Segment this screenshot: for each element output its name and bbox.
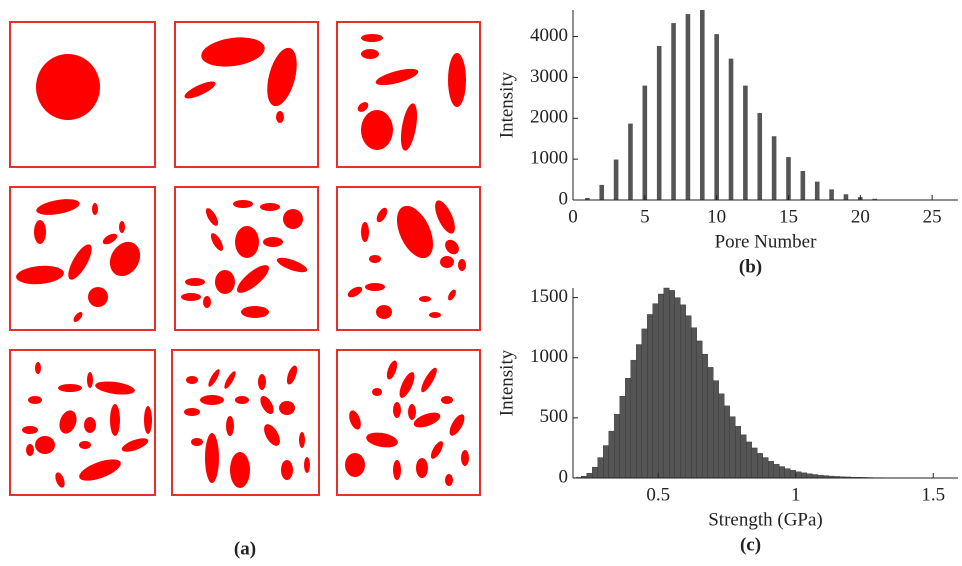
histogram-bar	[608, 430, 615, 479]
histogram-bar	[647, 314, 653, 479]
histogram-bar	[658, 293, 664, 479]
histogram-bar	[784, 468, 791, 479]
histogram-bar	[641, 328, 648, 479]
x-axis-label: Strength (GPa)	[708, 509, 823, 530]
bar	[843, 194, 849, 200]
histogram-bar	[685, 315, 692, 479]
x-tick-label: 15	[779, 206, 798, 227]
histogram-bar	[812, 474, 818, 479]
x-tick-label: 1	[791, 484, 801, 505]
bar	[642, 85, 648, 200]
histogram-bar	[702, 353, 708, 479]
pore-panel	[9, 186, 156, 331]
y-tick-label: 0	[559, 466, 569, 487]
y-axis-label: Intensity	[496, 71, 517, 138]
bar	[628, 123, 633, 200]
histogram-bar	[795, 471, 802, 479]
pore-panel	[336, 186, 481, 331]
pore-images	[9, 21, 481, 496]
histogram-bar	[806, 473, 813, 479]
y-tick-label: 2000	[530, 107, 568, 128]
y-tick-label: 1000	[530, 346, 568, 367]
panel-caption: (a)	[234, 538, 256, 559]
bar	[771, 136, 777, 200]
histogram-bar	[625, 377, 631, 479]
histogram-bar	[773, 463, 780, 479]
y-axis-label: Intensity	[496, 349, 517, 416]
pore-panel	[9, 349, 156, 496]
histogram-bar	[691, 327, 697, 479]
x-tick-label: 20	[851, 206, 870, 227]
bar	[800, 170, 806, 200]
histogram-bar	[735, 426, 741, 479]
bar	[613, 159, 619, 200]
histogram-bar	[713, 380, 719, 479]
histogram-bar	[586, 472, 593, 479]
histogram-bar	[680, 304, 686, 479]
histogram-bar	[751, 447, 758, 479]
bar	[757, 112, 763, 200]
histogram-bar	[779, 466, 785, 479]
histogram-bar	[614, 414, 620, 479]
histogram-bar	[707, 367, 714, 479]
y-tick-label: 4000	[530, 25, 568, 46]
chart-caption: (b)	[739, 256, 762, 277]
pore-panel	[9, 21, 156, 168]
bar	[599, 184, 605, 200]
bar	[872, 198, 877, 200]
histogram-bar	[674, 297, 681, 479]
y-tick-label: 0	[559, 188, 569, 209]
pore-panel	[336, 21, 481, 168]
histogram-bar	[790, 470, 796, 479]
bar	[728, 58, 734, 200]
bar	[829, 189, 834, 200]
histogram-bar	[740, 434, 747, 479]
y-tick-label: 500	[540, 406, 569, 427]
bar	[714, 34, 719, 200]
chart-caption: (c)	[740, 534, 761, 555]
x-tick-label: 0.5	[646, 484, 670, 505]
bar	[814, 181, 820, 200]
bar	[743, 85, 748, 200]
histogram-bar	[729, 416, 736, 479]
x-axis-label: Pore Number	[715, 231, 818, 252]
x-tick-label: 10	[707, 206, 726, 227]
bar	[585, 197, 590, 200]
histogram-bar	[746, 441, 752, 479]
bar	[685, 14, 691, 200]
histogram-bar	[724, 405, 730, 479]
y-tick-label: 1500	[530, 286, 568, 307]
x-tick-label: 5	[640, 206, 650, 227]
bar	[786, 157, 791, 200]
histogram-bar	[652, 303, 659, 479]
histogram-bar	[636, 344, 642, 479]
histogram-bar	[592, 466, 598, 479]
x-tick-label: 1.5	[921, 484, 945, 505]
histogram-bar	[669, 290, 675, 479]
x-tick-label: 0	[568, 206, 578, 227]
histogram-bar	[801, 472, 807, 479]
pore-panel	[174, 186, 319, 331]
y-tick-label: 1000	[530, 147, 568, 168]
histogram-bar	[762, 457, 769, 479]
pore-panel	[174, 21, 319, 168]
histogram-bar	[663, 287, 670, 479]
histogram-bar	[619, 396, 626, 479]
bar	[656, 45, 662, 201]
histogram-bar	[768, 460, 774, 479]
histogram-bar	[718, 393, 725, 479]
y-tick-label: 3000	[530, 66, 568, 87]
x-tick-label: 25	[923, 206, 942, 227]
histogram-bar	[597, 457, 604, 479]
histogram-bar	[696, 340, 703, 479]
pore-panel	[336, 349, 481, 496]
pore-panel	[171, 349, 320, 496]
bar	[699, 10, 705, 200]
histogram-bar	[603, 445, 609, 479]
histogram-bar	[757, 453, 763, 479]
histogram-bar	[630, 359, 637, 479]
bar	[671, 23, 676, 200]
